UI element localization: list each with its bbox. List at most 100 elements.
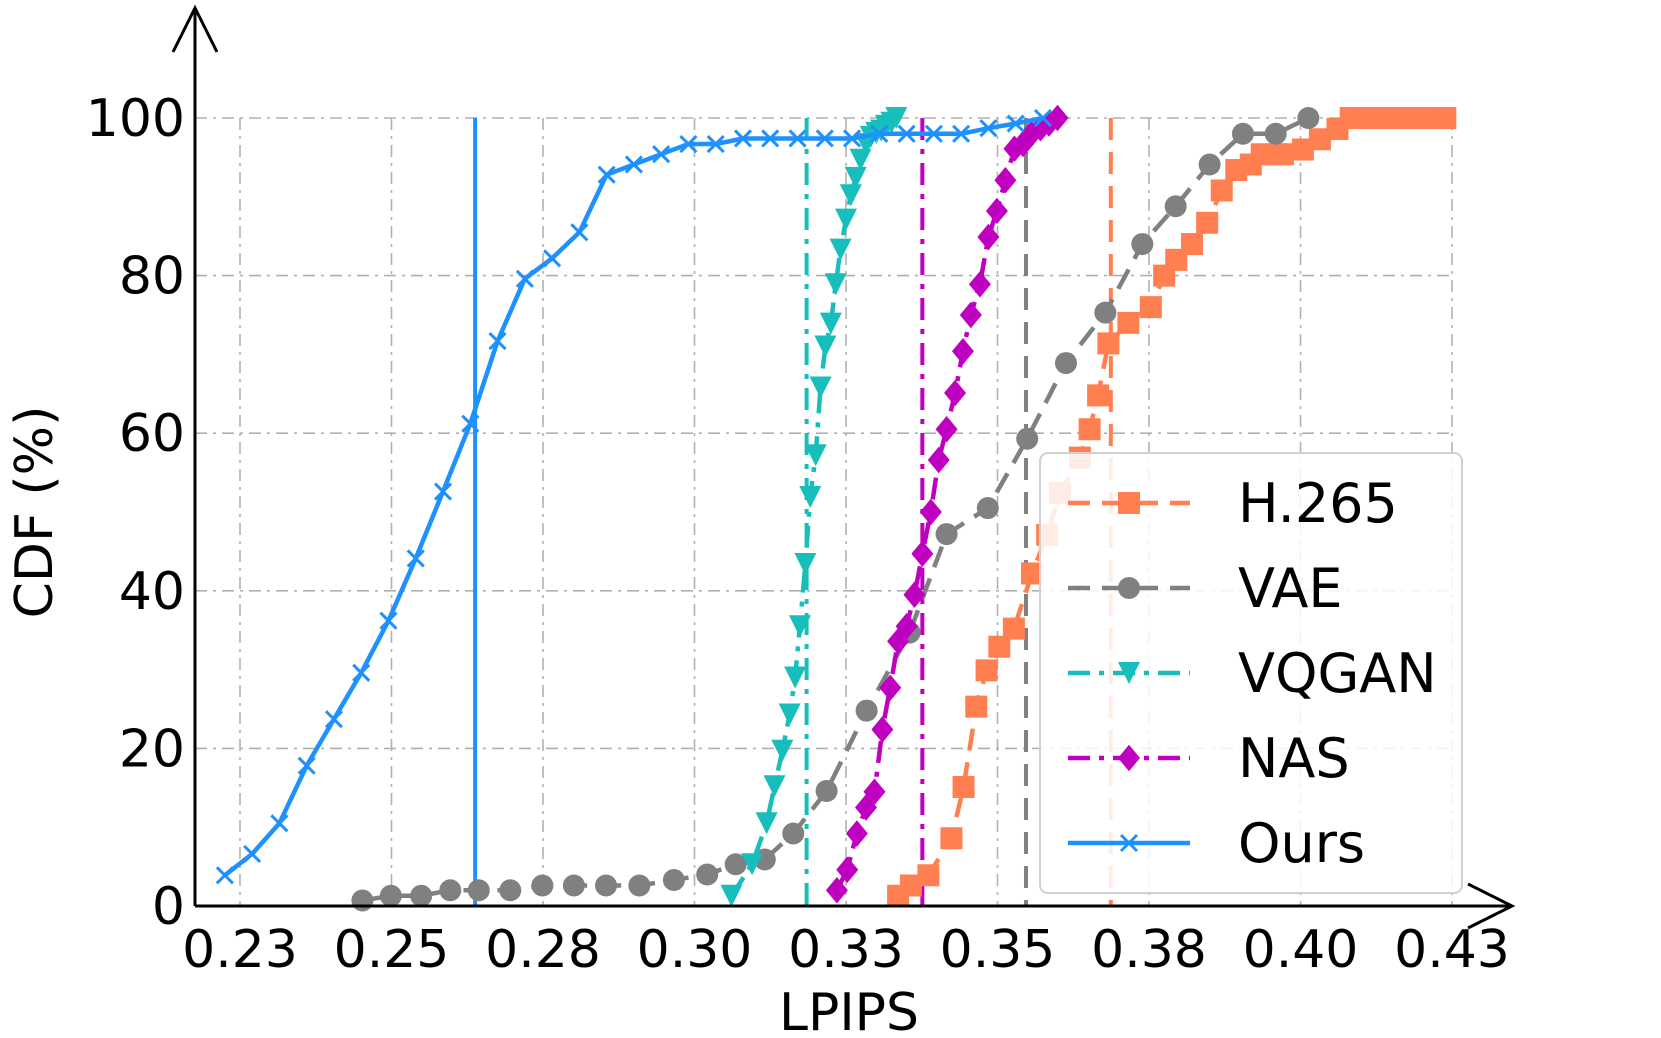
legend: H.265 VAE VQGAN NAS Ours xyxy=(1039,452,1463,894)
data-point xyxy=(270,814,289,833)
data-point xyxy=(439,879,462,902)
x-tick-labels: 0.23 0.25 0.28 0.30 0.33 0.35 0.38 0.40 0.43 xyxy=(182,920,1510,980)
data-point xyxy=(814,335,837,358)
data-point xyxy=(406,549,425,568)
series-ours xyxy=(215,108,1053,885)
data-point xyxy=(959,301,982,329)
data-point xyxy=(871,716,894,743)
data-point xyxy=(1097,332,1120,355)
data-point xyxy=(976,497,999,520)
x-tick-label: 0.38 xyxy=(1091,920,1207,980)
data-point xyxy=(1264,122,1287,145)
data-point xyxy=(351,889,374,912)
data-point xyxy=(433,482,453,501)
series-line xyxy=(223,115,1044,878)
data-point xyxy=(885,107,908,129)
data-point xyxy=(815,779,838,802)
data-point xyxy=(835,208,857,231)
data-point xyxy=(935,523,958,546)
x-tick-label: 0.35 xyxy=(940,920,1056,980)
x-tick-label: 0.25 xyxy=(334,920,450,980)
data-point xyxy=(1416,107,1439,129)
data-point xyxy=(1021,562,1044,585)
data-point xyxy=(352,663,371,682)
data-point xyxy=(1029,115,1052,142)
data-point xyxy=(1297,107,1320,129)
data-point xyxy=(917,864,940,887)
data-point xyxy=(887,628,910,655)
data-point xyxy=(597,165,616,184)
data-point xyxy=(595,874,618,897)
legend-label: VAE xyxy=(1238,557,1343,620)
data-point xyxy=(488,331,507,351)
data-point xyxy=(788,129,807,148)
data-point xyxy=(855,699,878,722)
data-point xyxy=(1002,617,1025,640)
data-point xyxy=(652,145,671,164)
data-point xyxy=(1087,384,1110,407)
legend-label: Ours xyxy=(1238,812,1365,875)
data-point xyxy=(379,611,398,630)
data-point xyxy=(499,879,522,902)
y-tick-label: 80 xyxy=(119,247,185,307)
data-point xyxy=(870,124,889,143)
data-point xyxy=(951,338,974,365)
data-point xyxy=(825,877,848,904)
data-point xyxy=(1271,143,1294,166)
y-tick-label: 60 xyxy=(119,404,185,464)
data-point xyxy=(965,695,988,718)
data-point xyxy=(988,635,1011,658)
data-point xyxy=(755,812,778,835)
data-point xyxy=(741,853,764,876)
data-point xyxy=(628,874,651,897)
x-tick-label: 0.40 xyxy=(1243,920,1359,980)
data-point xyxy=(297,756,316,775)
data-point xyxy=(952,776,975,799)
data-point xyxy=(410,884,433,907)
y-tick-labels: 0 20 40 60 80 100 xyxy=(86,89,185,937)
y-tick-label: 20 xyxy=(119,719,185,779)
x-tick-label: 0.43 xyxy=(1394,920,1510,980)
data-point xyxy=(696,863,719,886)
data-point xyxy=(763,775,786,798)
data-point xyxy=(784,666,807,689)
data-point xyxy=(903,581,926,608)
data-point xyxy=(461,414,480,433)
data-point xyxy=(845,820,868,847)
data-point xyxy=(1231,122,1254,145)
data-point xyxy=(1118,577,1140,599)
data-point xyxy=(324,710,343,729)
data-point xyxy=(1164,195,1187,218)
data-point xyxy=(782,822,805,845)
data-point xyxy=(919,498,942,526)
data-point xyxy=(935,416,958,443)
legend-label: VQGAN xyxy=(1238,642,1437,705)
data-point xyxy=(515,269,534,288)
y-axis-arrow xyxy=(171,4,219,53)
data-point xyxy=(1118,492,1140,514)
data-point xyxy=(733,129,753,148)
data-point xyxy=(879,674,902,701)
data-point xyxy=(1434,107,1457,129)
data-point xyxy=(815,129,834,148)
data-point xyxy=(1016,427,1039,450)
data-point xyxy=(952,124,971,143)
data-point xyxy=(1118,744,1140,772)
data-point xyxy=(994,167,1017,194)
x-tick-label: 0.33 xyxy=(788,920,904,980)
data-point xyxy=(799,486,822,509)
data-point xyxy=(243,844,262,864)
data-point xyxy=(927,446,950,474)
data-point xyxy=(979,119,998,138)
x-tick-label: 0.28 xyxy=(485,920,601,980)
data-point xyxy=(724,853,747,876)
data-point xyxy=(899,874,922,897)
data-point xyxy=(1196,211,1219,234)
data-point xyxy=(1033,108,1053,128)
series-layer xyxy=(215,104,1457,912)
data-point xyxy=(824,273,847,296)
series-nas xyxy=(825,104,1069,904)
legend-box xyxy=(1039,452,1463,894)
data-point xyxy=(761,129,780,148)
data-point xyxy=(624,155,643,174)
